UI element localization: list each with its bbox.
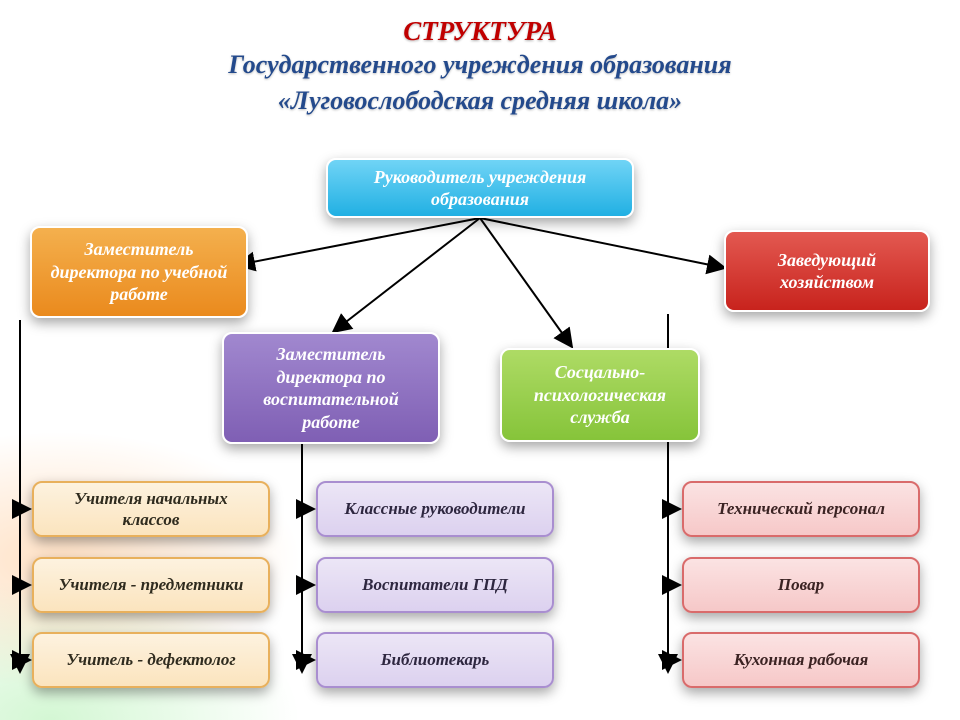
node-c4c: Кухонная рабочая (682, 632, 920, 688)
node-dep1: Заместитель директора по учебной работе (30, 226, 248, 318)
node-c2b: Воспитатели ГПД (316, 557, 554, 613)
node-dep4: Заведующий хозяйством (724, 230, 930, 312)
node-c2a: Классные руководители (316, 481, 554, 537)
node-c4b: Повар (682, 557, 920, 613)
arrow-root-dep2 (333, 218, 480, 332)
title-line-3: «Луговослободская средняя школа» (0, 86, 960, 116)
node-c1c: Учитель - дефектолог (32, 632, 270, 688)
arrow-root-dep4 (480, 218, 725, 268)
arrow-root-dep3 (480, 218, 572, 347)
arrow-root-dep1 (237, 218, 480, 265)
title-line-2: Государственного учреждения образования (0, 50, 960, 80)
node-dep3: Сосцально-психологическая служба (500, 348, 700, 442)
node-root: Руководитель учреждения образования (326, 158, 634, 218)
node-c1b: Учителя - предметники (32, 557, 270, 613)
title-line-1: СТРУКТУРА (0, 16, 960, 47)
node-c1a: Учителя начальных классов (32, 481, 270, 537)
node-c2c: Библиотекарь (316, 632, 554, 688)
node-c4a: Технический персонал (682, 481, 920, 537)
node-dep2: Заместитель директора по воспитательной … (222, 332, 440, 444)
